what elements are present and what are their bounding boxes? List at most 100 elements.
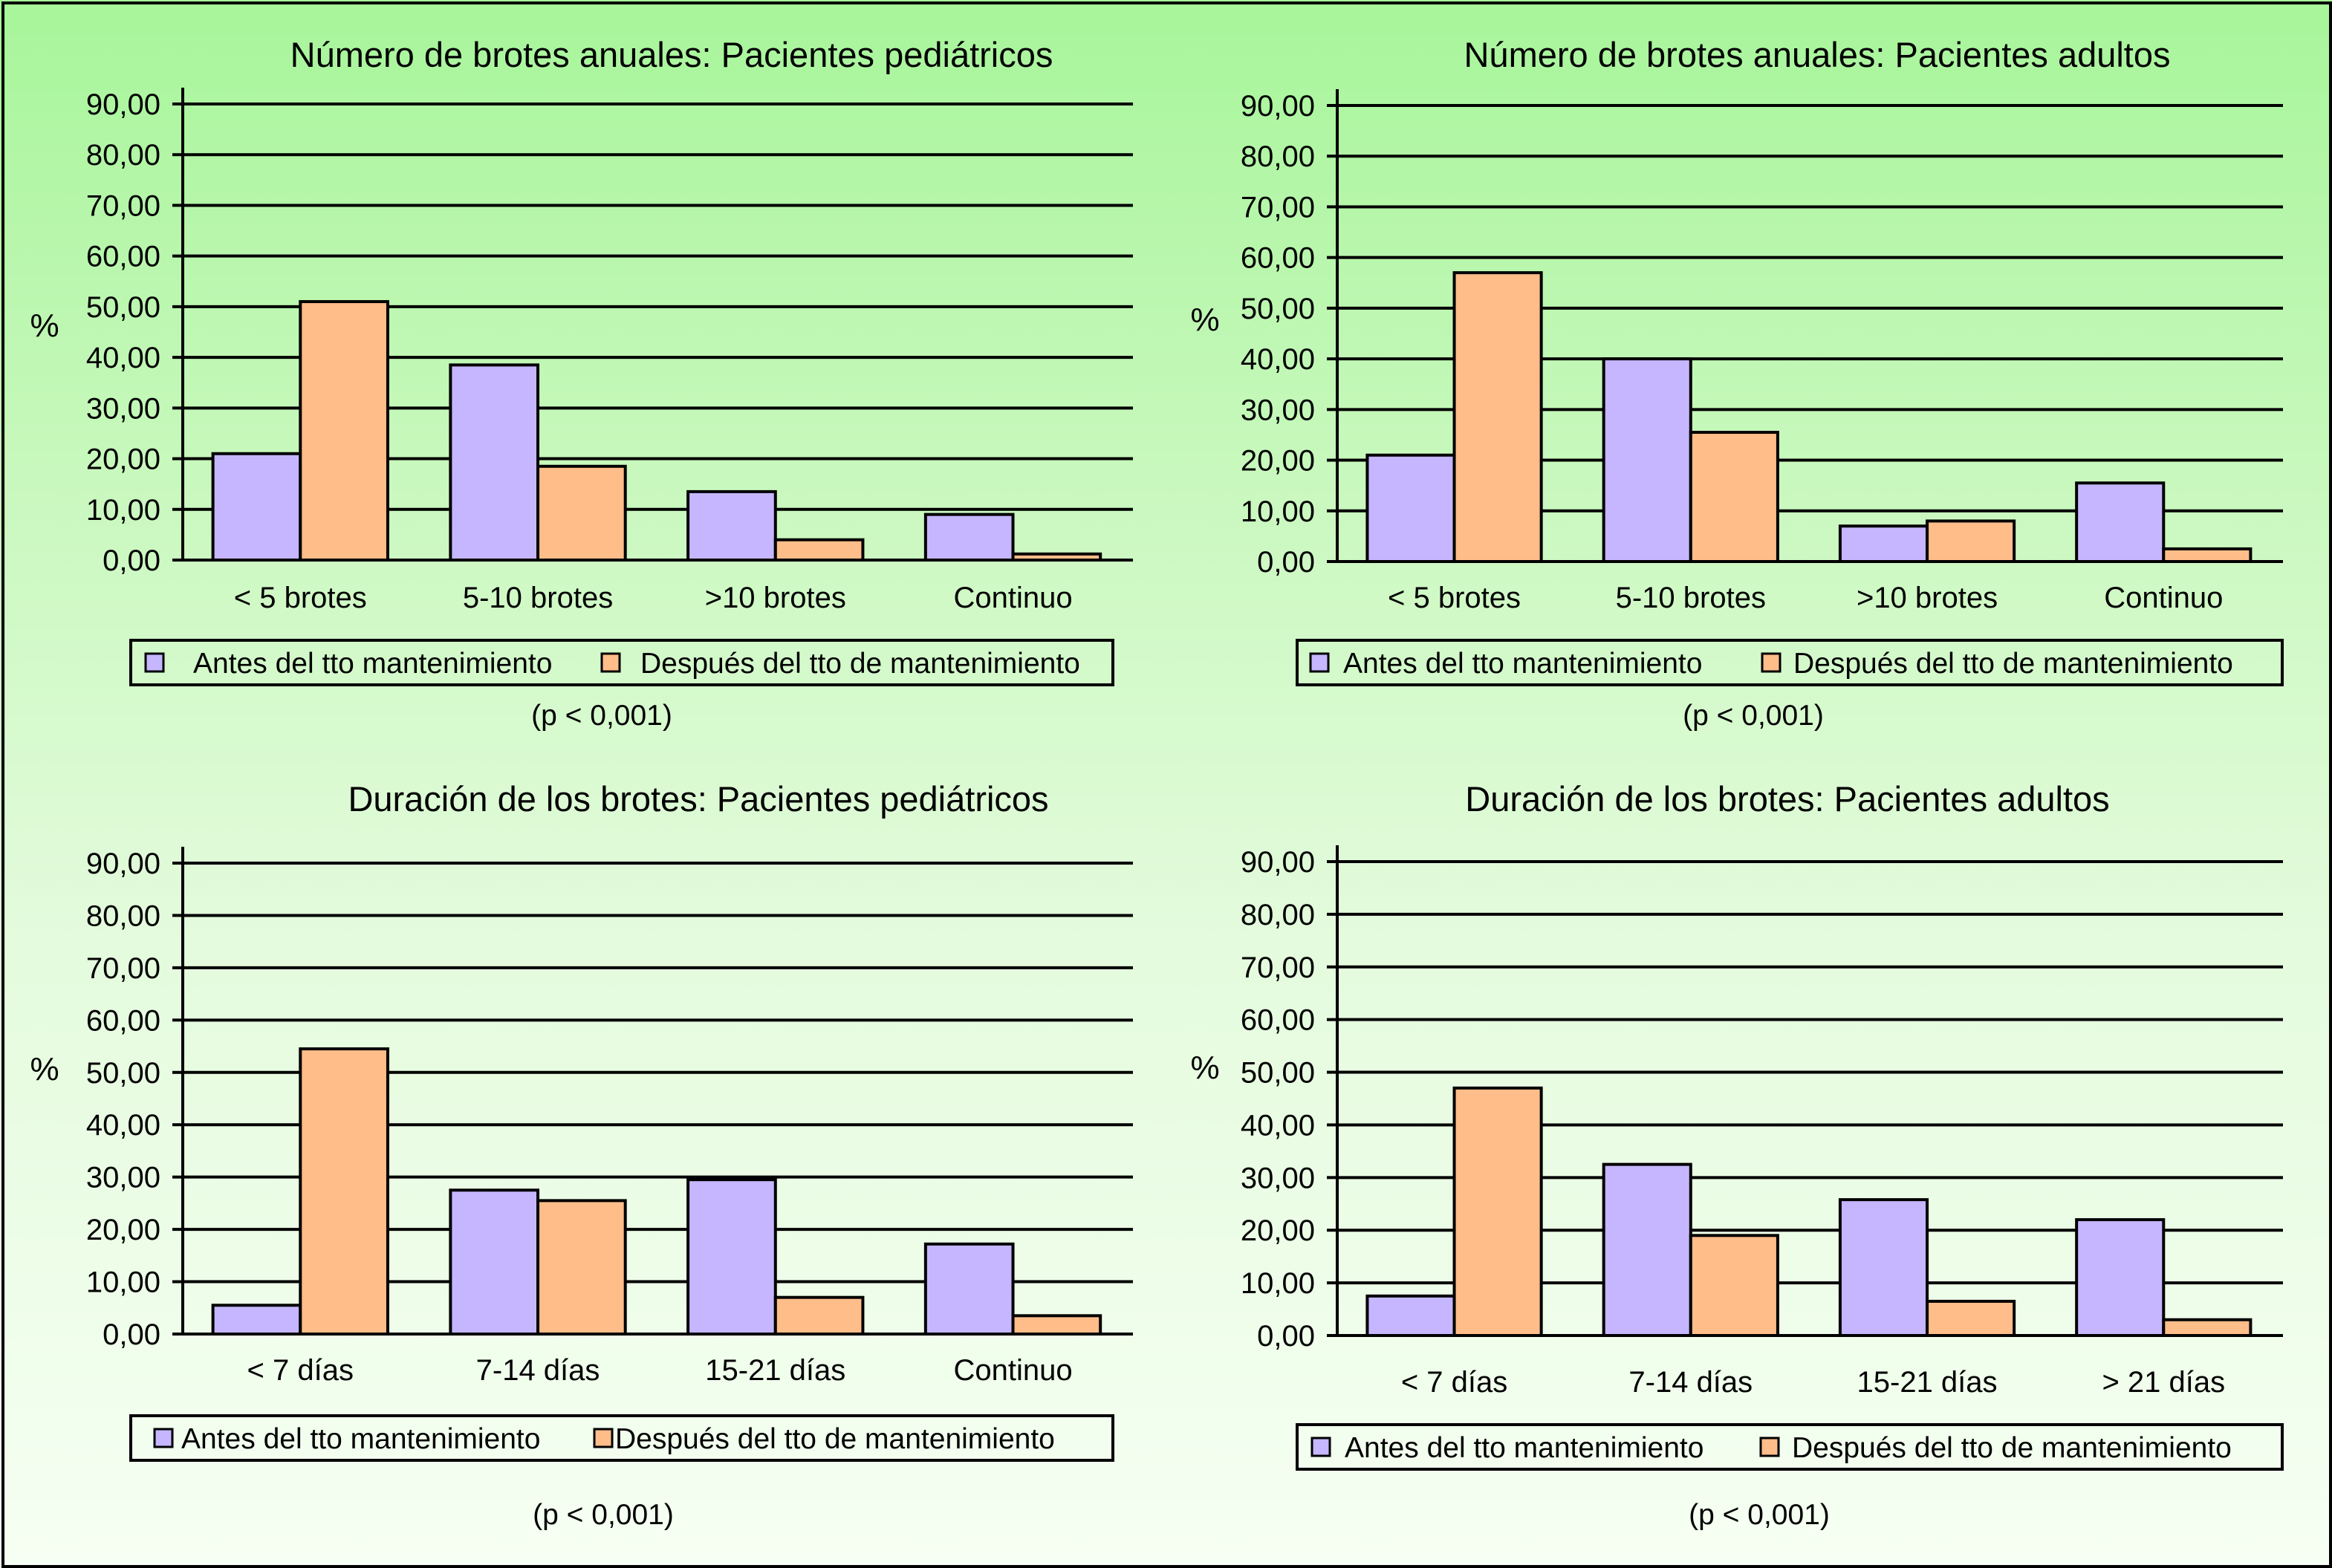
y-tick-label: 50,00 [86,1057,160,1090]
chart-1: Número de brotes anuales: Pacientes pedi… [30,35,1133,732]
y-tick-label: 60,00 [1241,242,1315,275]
y-tick-label: 10,00 [86,494,160,527]
bar-after [299,300,389,562]
legend-swatch-before [153,1428,174,1448]
y-tick-label: 80,00 [86,139,160,172]
y-tick-label: 10,00 [1241,495,1315,528]
x-tick-label: < 7 días [247,1354,354,1387]
x-tick-label: 7-14 días [1628,1366,1753,1399]
y-tick-label: 50,00 [86,291,160,324]
x-tick-label: < 7 días [1401,1366,1507,1399]
chart-title: Duración de los brotes: Pacientes adulto… [1465,779,2109,819]
y-tick-label: 30,00 [86,392,160,425]
bar-before [2075,1218,2166,1337]
y-tick-label: 30,00 [1241,1162,1315,1194]
p-value-note: (p < 0,001) [533,1499,674,1531]
y-tick-label: 0,00 [1257,1320,1315,1353]
bar-before [923,1242,1015,1336]
y-tick-label: 0,00 [1257,546,1315,579]
y-tick-label: 80,00 [86,900,160,932]
bar-before [211,1304,302,1336]
y-tick-label: 40,00 [1241,1109,1315,1142]
p-value-note: (p < 0,001) [1683,700,1824,732]
y-tick-label: 90,00 [1241,90,1315,123]
x-tick-label: 15-21 días [1857,1366,1998,1399]
x-tick-label: < 5 brotes [1388,582,1521,614]
y-tick-label: 0,00 [103,1318,160,1351]
x-tick-label: Continuo [953,1354,1072,1387]
y-tick-label: 80,00 [1241,140,1315,173]
y-tick-label: 70,00 [1241,191,1315,224]
y-axis-label: % [30,308,59,344]
legend-swatch-before [1310,1437,1331,1457]
legend-label-after: Después del tto de mantenimiento [1792,1432,2232,1464]
bar-after [1689,431,1779,563]
bar-after [2162,547,2253,564]
y-tick-label: 90,00 [86,848,160,880]
bar-after [536,1199,627,1336]
x-tick-label: >10 brotes [705,582,846,614]
y-tick-label: 30,00 [86,1162,160,1194]
bar-before [449,363,540,562]
bar-before [686,489,777,562]
x-tick-label: 5-10 brotes [463,582,613,614]
legend-box [129,1414,1114,1462]
bar-after [773,538,865,562]
y-tick-label: 50,00 [1241,293,1315,325]
legend-swatch-after [1761,652,1782,673]
bar-before [1365,453,1456,563]
legend-label-before: Antes del tto mantenimiento [193,648,552,680]
p-value-note: (p < 0,001) [531,700,672,732]
legend-box [129,639,1114,686]
bar-before [1365,1294,1456,1338]
bar-after [1011,1314,1102,1336]
bar-before [2075,481,2166,563]
bar-after [1926,1299,2016,1338]
y-tick-label: 70,00 [86,189,160,222]
bar-after [2162,1318,2253,1337]
bar-before [1602,1162,1692,1337]
y-tick-label: 70,00 [1241,951,1315,984]
bar-before [211,452,302,562]
x-tick-label: < 5 brotes [234,582,367,614]
bar-before [1838,524,1929,563]
legend-label-before: Antes del tto mantenimiento [181,1423,540,1455]
p-value-note: (p < 0,001) [1689,1499,1830,1531]
legend-label-before: Antes del tto mantenimiento [1343,648,1702,680]
y-axis-label: % [30,1051,59,1087]
y-tick-label: 90,00 [1241,846,1315,879]
y-tick-label: 0,00 [103,544,160,577]
y-tick-label: 80,00 [1241,899,1315,931]
chart-2: Número de brotes anuales: Pacientes adul… [1190,35,2284,732]
y-tick-label: 40,00 [86,342,160,374]
bar-before [1602,357,1692,563]
chart-title: Número de brotes anuales: Pacientes adul… [1464,35,2170,74]
y-tick-label: 60,00 [1241,1004,1315,1037]
y-tick-label: 20,00 [1241,1214,1315,1247]
x-tick-label: Continuo [953,582,1072,614]
y-tick-label: 40,00 [1241,343,1315,376]
y-tick-label: 60,00 [86,241,160,273]
bar-before [449,1188,540,1336]
y-axis-label: % [1190,302,1219,338]
chart-4: Duración de los brotes: Pacientes adulto… [1190,779,2284,1531]
legend-label-before: Antes del tto mantenimiento [1345,1432,1703,1464]
y-tick-label: 70,00 [86,952,160,985]
y-tick-label: 10,00 [1241,1267,1315,1300]
legend-label-after: Después del tto de mantenimiento [640,648,1080,680]
x-tick-label: 15-21 días [705,1354,845,1387]
bar-before [1838,1198,1929,1338]
bar-after [1011,552,1102,562]
bar-after [1452,1086,1543,1338]
bar-before [686,1178,777,1336]
x-tick-label: >10 brotes [1857,582,1998,614]
legend-label-after: Después del tto de mantenimiento [615,1423,1055,1455]
legend-label-after: Después del tto de mantenimiento [1793,648,2233,680]
legend-swatch-after [600,652,621,673]
legend-box [1296,639,2284,686]
x-tick-label: > 21 días [2102,1366,2225,1399]
y-tick-label: 40,00 [86,1109,160,1142]
y-tick-label: 60,00 [86,1004,160,1037]
x-tick-label: 7-14 días [476,1354,600,1387]
legend-swatch-after [1759,1437,1780,1457]
